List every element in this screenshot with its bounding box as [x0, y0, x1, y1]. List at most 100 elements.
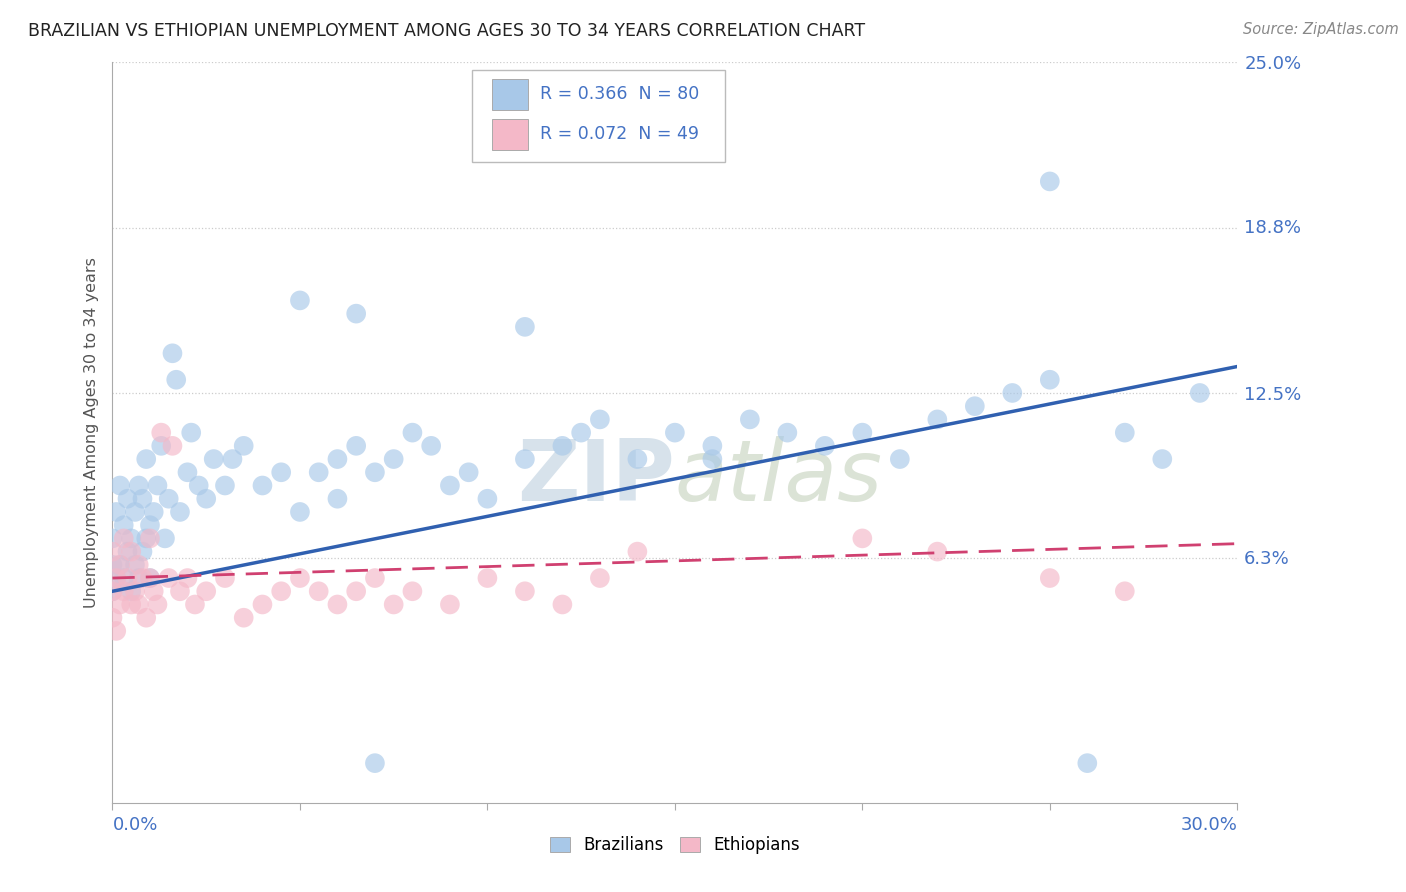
Point — [1076, 756, 1098, 771]
Point — [117, 571, 139, 585]
Point — [551, 598, 574, 612]
Point — [139, 571, 162, 585]
Point — [851, 532, 873, 546]
Point — [124, 558, 146, 572]
Point — [195, 491, 218, 506]
Text: ZIP: ZIP — [517, 435, 675, 518]
Point — [176, 465, 198, 479]
Point — [101, 532, 124, 546]
Point — [202, 452, 225, 467]
Point — [128, 478, 150, 492]
Point — [927, 544, 949, 558]
Point — [105, 505, 128, 519]
Point — [288, 571, 311, 585]
Point — [139, 571, 162, 585]
Point — [513, 452, 536, 467]
Point — [146, 598, 169, 612]
Point — [344, 439, 367, 453]
Point — [157, 571, 180, 585]
Point — [105, 571, 128, 585]
Point — [153, 532, 176, 546]
Point — [101, 558, 124, 572]
Point — [664, 425, 686, 440]
Point — [108, 478, 131, 492]
Text: 30.0%: 30.0% — [1181, 816, 1237, 834]
Point — [569, 425, 592, 440]
Point — [252, 598, 274, 612]
Point — [308, 584, 330, 599]
Point — [702, 439, 724, 453]
Point — [1039, 373, 1062, 387]
Point — [270, 584, 292, 599]
Point — [401, 425, 423, 440]
Point — [927, 412, 949, 426]
Point — [326, 598, 349, 612]
Point — [513, 584, 536, 599]
Point — [101, 544, 124, 558]
Point — [344, 307, 367, 321]
Point — [589, 412, 612, 426]
Point — [195, 584, 218, 599]
Text: R = 0.072  N = 49: R = 0.072 N = 49 — [540, 125, 699, 144]
Point — [112, 584, 135, 599]
Point — [382, 452, 405, 467]
Point — [214, 571, 236, 585]
Point — [814, 439, 837, 453]
Text: R = 0.366  N = 80: R = 0.366 N = 80 — [540, 86, 699, 103]
Point — [477, 135, 499, 149]
Point — [162, 346, 184, 360]
Point — [382, 598, 405, 612]
Point — [120, 598, 142, 612]
Point — [232, 611, 254, 625]
Point — [120, 532, 142, 546]
Point — [344, 584, 367, 599]
Point — [176, 571, 198, 585]
Legend: Brazilians, Ethiopians: Brazilians, Ethiopians — [543, 830, 807, 861]
Point — [364, 571, 387, 585]
Point — [288, 293, 311, 308]
Point — [142, 584, 165, 599]
Text: atlas: atlas — [675, 435, 883, 518]
Point — [1114, 584, 1136, 599]
Point — [184, 598, 207, 612]
Point — [326, 491, 349, 506]
Point — [626, 544, 648, 558]
Point — [214, 478, 236, 492]
Point — [364, 756, 387, 771]
Point — [308, 465, 330, 479]
Point — [626, 452, 648, 467]
FancyBboxPatch shape — [492, 119, 527, 150]
Point — [477, 491, 499, 506]
Point — [150, 425, 173, 440]
Point — [889, 452, 911, 467]
Point — [112, 571, 135, 585]
Point — [146, 478, 169, 492]
Point — [108, 558, 131, 572]
Point — [124, 505, 146, 519]
Point — [401, 584, 423, 599]
Point — [439, 598, 461, 612]
Point — [1114, 425, 1136, 440]
Point — [1039, 174, 1062, 188]
Point — [120, 584, 142, 599]
Point — [738, 412, 761, 426]
Point — [128, 598, 150, 612]
Point — [108, 558, 131, 572]
Y-axis label: Unemployment Among Ages 30 to 34 years: Unemployment Among Ages 30 to 34 years — [83, 257, 98, 608]
Point — [776, 425, 799, 440]
Point — [1001, 386, 1024, 401]
Point — [963, 399, 986, 413]
Point — [112, 518, 135, 533]
Point — [128, 571, 150, 585]
Point — [851, 425, 873, 440]
Point — [180, 425, 202, 440]
Point — [131, 491, 153, 506]
Text: BRAZILIAN VS ETHIOPIAN UNEMPLOYMENT AMONG AGES 30 TO 34 YEARS CORRELATION CHART: BRAZILIAN VS ETHIOPIAN UNEMPLOYMENT AMON… — [28, 22, 865, 40]
Point — [162, 439, 184, 453]
Point — [169, 584, 191, 599]
Point — [1188, 386, 1211, 401]
Text: Source: ZipAtlas.com: Source: ZipAtlas.com — [1243, 22, 1399, 37]
Point — [135, 611, 157, 625]
Point — [157, 491, 180, 506]
FancyBboxPatch shape — [472, 70, 725, 162]
